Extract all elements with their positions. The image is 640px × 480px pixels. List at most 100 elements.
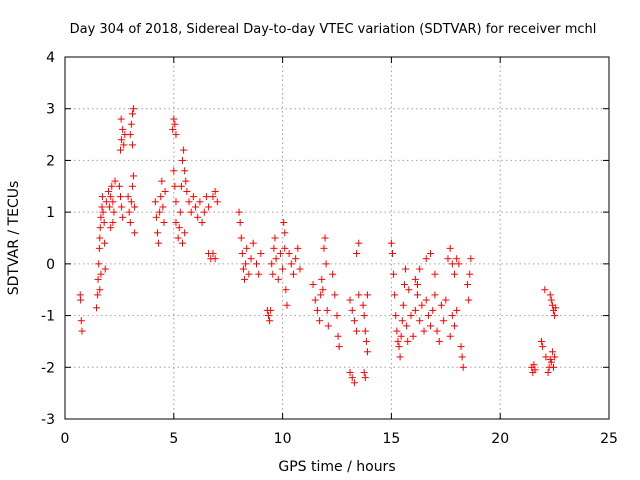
y-tick-label: -1 [41, 309, 55, 325]
data-point [269, 270, 277, 278]
data-point [255, 270, 263, 278]
data-point [283, 301, 291, 309]
data-point [317, 291, 325, 299]
data-point [552, 304, 560, 312]
data-point [179, 156, 187, 164]
data-point [360, 368, 368, 376]
data-point [119, 125, 127, 133]
x-tick-label: 15 [382, 431, 400, 447]
data-point [179, 239, 187, 247]
data-point [77, 296, 85, 304]
data-point [335, 343, 343, 351]
data-point [464, 281, 472, 289]
data-point [531, 366, 539, 374]
data-point [294, 244, 302, 252]
data-point [157, 193, 165, 201]
data-point [407, 312, 415, 320]
data-point [109, 218, 117, 226]
data-point [416, 317, 424, 325]
data-point [239, 265, 247, 273]
data-point [151, 198, 159, 206]
data-point [267, 306, 275, 314]
data-point [296, 265, 304, 273]
data-point [431, 270, 439, 278]
data-point [353, 327, 361, 335]
data-point [130, 172, 138, 180]
data-point [348, 374, 356, 382]
data-point [542, 353, 550, 361]
data-point [175, 224, 183, 232]
data-point [105, 187, 113, 195]
data-point [98, 193, 106, 201]
data-point [455, 260, 463, 268]
data-point [409, 332, 417, 340]
data-point [551, 312, 559, 320]
data-point [320, 244, 328, 252]
data-point [457, 343, 465, 351]
data-point [448, 260, 456, 268]
data-point [177, 182, 185, 190]
data-point [431, 291, 439, 299]
data-points [76, 105, 560, 387]
data-point [440, 317, 448, 325]
data-point [200, 208, 208, 216]
data-point [128, 110, 136, 118]
data-point [427, 250, 435, 258]
data-point [126, 131, 134, 139]
data-point [115, 182, 123, 190]
data-point [198, 218, 206, 226]
data-point [402, 265, 410, 273]
data-point [390, 270, 398, 278]
data-point [213, 198, 221, 206]
data-point [249, 239, 257, 247]
data-point [128, 141, 136, 149]
y-tick-label: 3 [46, 102, 55, 118]
data-point [446, 244, 454, 252]
data-point [360, 312, 368, 320]
data-point [448, 312, 456, 320]
data-point [99, 208, 107, 216]
data-point [411, 275, 419, 283]
y-tick-label: 0 [46, 257, 55, 273]
data-point [435, 337, 443, 345]
data-point [539, 343, 547, 351]
data-point [171, 182, 179, 190]
data-point [107, 224, 115, 232]
data-point [319, 286, 327, 294]
data-point [391, 291, 399, 299]
data-point [116, 146, 124, 154]
data-point [420, 327, 428, 335]
data-point [77, 317, 85, 325]
y-tick-label: -3 [41, 412, 55, 428]
data-point [451, 322, 459, 330]
data-point [318, 275, 326, 283]
data-point [548, 348, 556, 356]
data-point [100, 218, 108, 226]
data-point [359, 301, 367, 309]
data-point [414, 291, 422, 299]
data-point [279, 265, 287, 273]
data-point [172, 218, 180, 226]
x-tick-label: 10 [274, 431, 292, 447]
data-point [282, 286, 290, 294]
data-point [78, 327, 86, 335]
data-point [550, 363, 558, 371]
data-point [444, 255, 452, 263]
data-point [209, 250, 217, 258]
data-point [422, 296, 430, 304]
data-point [241, 275, 249, 283]
data-point [109, 198, 117, 206]
data-point [429, 306, 437, 314]
data-point [361, 327, 369, 335]
data-point [128, 182, 136, 190]
data-point [211, 255, 219, 263]
data-point [96, 224, 104, 232]
y-tick-label: 4 [46, 50, 55, 66]
data-point [547, 358, 555, 366]
data-point [530, 361, 538, 369]
data-point [266, 317, 274, 325]
data-point [187, 208, 195, 216]
data-point [362, 337, 370, 345]
data-point [404, 337, 412, 345]
